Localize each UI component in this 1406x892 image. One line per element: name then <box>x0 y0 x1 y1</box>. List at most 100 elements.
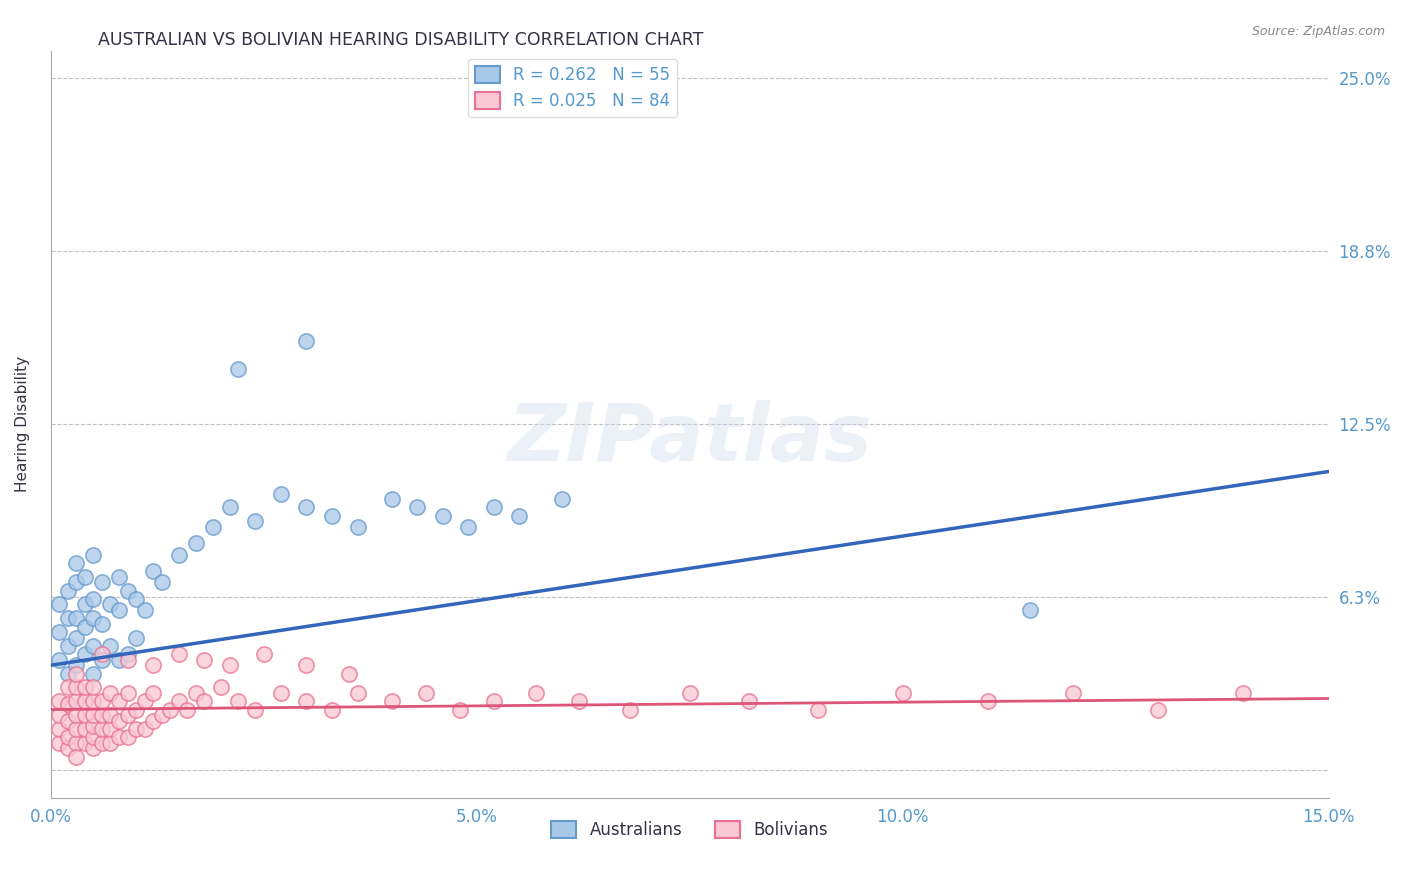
Point <box>150 575 173 590</box>
Point <box>150 708 173 723</box>
Point <box>108 694 131 708</box>
Point <box>82 730 104 744</box>
Point <box>56 611 79 625</box>
Point <box>193 694 215 708</box>
Point <box>142 714 165 728</box>
Point <box>73 647 96 661</box>
Point <box>295 500 318 515</box>
Point <box>738 694 761 708</box>
Point <box>184 686 207 700</box>
Point <box>91 736 114 750</box>
Point <box>167 694 190 708</box>
Point <box>48 625 70 640</box>
Point <box>159 702 181 716</box>
Point <box>73 569 96 583</box>
Point <box>73 598 96 612</box>
Point <box>65 611 87 625</box>
Point <box>482 694 505 708</box>
Point <box>209 681 232 695</box>
Point <box>91 616 114 631</box>
Point <box>48 694 70 708</box>
Point <box>134 603 156 617</box>
Legend: Australians, Bolivians: Australians, Bolivians <box>544 814 835 846</box>
Text: ZIPatlas: ZIPatlas <box>508 401 872 478</box>
Point <box>65 666 87 681</box>
Point <box>100 736 122 750</box>
Point <box>117 653 139 667</box>
Point <box>184 536 207 550</box>
Point <box>406 500 429 515</box>
Point <box>108 603 131 617</box>
Point <box>125 591 148 606</box>
Point <box>73 708 96 723</box>
Point <box>82 708 104 723</box>
Point <box>91 653 114 667</box>
Point <box>295 334 318 349</box>
Point <box>1062 686 1084 700</box>
Point <box>56 697 79 711</box>
Point <box>432 508 454 523</box>
Point <box>508 508 530 523</box>
Point <box>142 564 165 578</box>
Point <box>91 647 114 661</box>
Point <box>568 694 591 708</box>
Point <box>65 708 87 723</box>
Point <box>56 730 79 744</box>
Point <box>56 681 79 695</box>
Point <box>381 492 404 507</box>
Point <box>48 722 70 736</box>
Point <box>226 694 249 708</box>
Point <box>415 686 437 700</box>
Point <box>321 702 343 716</box>
Point <box>134 694 156 708</box>
Point <box>134 722 156 736</box>
Point <box>65 658 87 673</box>
Point <box>449 702 471 716</box>
Point <box>457 520 479 534</box>
Point <box>73 694 96 708</box>
Point <box>270 686 292 700</box>
Point <box>1019 603 1042 617</box>
Point <box>56 714 79 728</box>
Point <box>1147 702 1170 716</box>
Point <box>295 658 318 673</box>
Point <box>117 730 139 744</box>
Point <box>346 520 368 534</box>
Point <box>142 658 165 673</box>
Point <box>117 583 139 598</box>
Point <box>48 598 70 612</box>
Point <box>100 639 122 653</box>
Point <box>482 500 505 515</box>
Y-axis label: Hearing Disability: Hearing Disability <box>15 356 30 492</box>
Point <box>108 653 131 667</box>
Point <box>526 686 548 700</box>
Point <box>193 653 215 667</box>
Point <box>977 694 1000 708</box>
Point <box>100 598 122 612</box>
Point <box>65 722 87 736</box>
Point <box>82 611 104 625</box>
Point <box>82 681 104 695</box>
Point <box>117 647 139 661</box>
Point <box>270 486 292 500</box>
Point <box>65 694 87 708</box>
Point <box>295 694 318 708</box>
Point <box>201 520 224 534</box>
Point <box>65 575 87 590</box>
Point <box>176 702 198 716</box>
Point <box>117 686 139 700</box>
Point <box>108 714 131 728</box>
Point <box>82 694 104 708</box>
Point <box>65 681 87 695</box>
Point <box>91 694 114 708</box>
Point <box>551 492 574 507</box>
Point <box>48 653 70 667</box>
Point <box>125 722 148 736</box>
Point <box>56 639 79 653</box>
Point <box>891 686 914 700</box>
Point <box>82 591 104 606</box>
Point <box>82 741 104 756</box>
Point <box>381 694 404 708</box>
Point <box>100 686 122 700</box>
Point <box>108 569 131 583</box>
